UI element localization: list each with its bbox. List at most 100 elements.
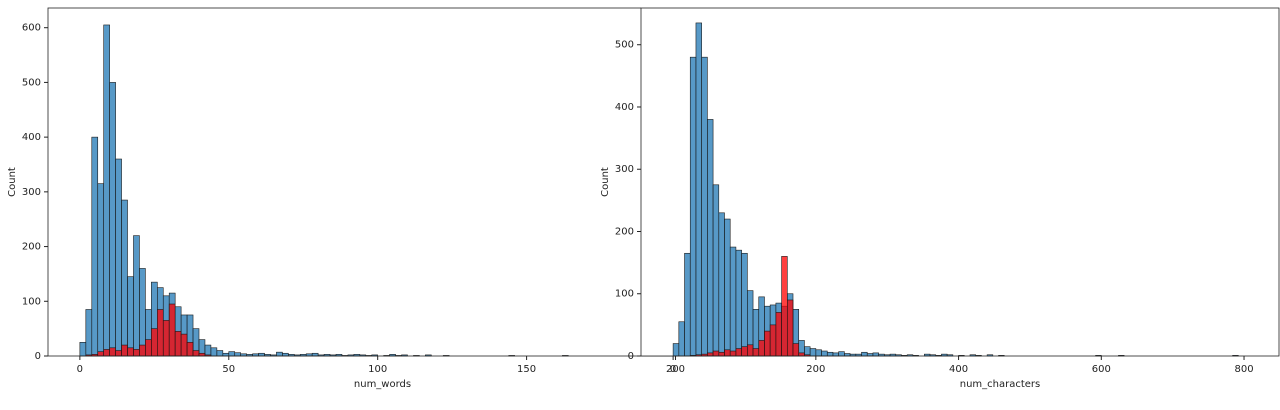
bar xyxy=(97,183,104,357)
y-tick-label: 200 xyxy=(615,226,634,237)
bar xyxy=(115,350,122,357)
bar xyxy=(162,320,170,357)
bar xyxy=(139,268,146,357)
bar xyxy=(747,344,754,357)
bar xyxy=(192,350,200,357)
bar xyxy=(741,252,748,357)
bar xyxy=(701,56,708,357)
bar xyxy=(228,351,236,357)
bar xyxy=(121,199,128,357)
bar xyxy=(91,136,99,357)
bar xyxy=(786,299,794,357)
x-tick-label: 0 xyxy=(77,364,83,375)
bar xyxy=(724,349,731,357)
bar xyxy=(741,346,748,357)
bar xyxy=(210,347,218,357)
bar xyxy=(821,350,828,357)
bar xyxy=(832,352,839,357)
bar xyxy=(872,352,879,357)
bar xyxy=(695,22,702,357)
bar xyxy=(815,349,822,357)
bar xyxy=(109,82,116,357)
right-chart xyxy=(637,0,1280,360)
bar xyxy=(174,331,182,357)
x-tick-label: 400 xyxy=(949,364,968,375)
y-tick-label: 600 xyxy=(22,23,41,34)
bar xyxy=(145,339,152,357)
bar xyxy=(735,348,742,357)
y-tick-label: 100 xyxy=(615,289,634,300)
bar xyxy=(133,235,140,357)
y-tick-label: 400 xyxy=(615,102,634,113)
x-tick-label: 600 xyxy=(1092,364,1111,375)
bar xyxy=(729,246,737,357)
bar xyxy=(79,342,87,357)
bar xyxy=(735,249,742,357)
y-axis-label: Count xyxy=(7,167,18,197)
bar xyxy=(729,350,737,357)
x-tick-label: 200 xyxy=(666,364,685,375)
y-tick-label: 100 xyxy=(22,296,41,307)
y-tick-label: 0 xyxy=(628,351,634,362)
bar xyxy=(234,352,241,357)
y-tick-label: 400 xyxy=(22,132,41,143)
bar xyxy=(684,252,691,357)
bar xyxy=(186,342,194,357)
y-tick-label: 500 xyxy=(615,40,634,51)
bar xyxy=(198,352,206,357)
x-tick-label: 800 xyxy=(1234,364,1253,375)
bar xyxy=(707,352,714,357)
x-axis-label: num_words xyxy=(354,379,411,390)
y-tick-label: 200 xyxy=(22,242,41,253)
bar xyxy=(678,321,685,357)
bar xyxy=(109,347,116,357)
bar xyxy=(127,347,134,357)
bar xyxy=(151,328,158,357)
y-tick-label: 300 xyxy=(22,187,41,198)
bar xyxy=(707,119,714,357)
bar xyxy=(222,352,230,357)
bar xyxy=(258,352,265,357)
axes-frame xyxy=(640,7,1280,357)
bar xyxy=(121,344,128,357)
bar xyxy=(216,350,224,357)
bar xyxy=(712,350,720,357)
x-tick-label: 50 xyxy=(222,364,235,375)
bar xyxy=(764,330,771,357)
bar xyxy=(204,344,212,357)
bar xyxy=(139,344,146,357)
labels: 0 100 200 300 400 500 600 0 50 100 150 200 num_words… xyxy=(7,23,1254,390)
bar xyxy=(133,349,140,357)
bar xyxy=(311,352,319,357)
bar xyxy=(85,309,93,357)
y-axis-label: Count xyxy=(600,167,611,197)
x-tick-label: 200 xyxy=(806,364,825,375)
bar xyxy=(276,351,283,357)
y-tick-label: 0 xyxy=(35,351,41,362)
bar xyxy=(838,351,845,357)
bar xyxy=(809,348,817,357)
y-tick-label: 300 xyxy=(615,164,634,175)
bar xyxy=(792,343,800,357)
bar xyxy=(781,256,788,357)
bar xyxy=(103,349,110,357)
bar xyxy=(689,56,697,357)
bar xyxy=(127,276,134,357)
bar xyxy=(103,24,110,357)
x-tick-label: 150 xyxy=(517,364,536,375)
bar xyxy=(115,158,122,357)
bar xyxy=(672,343,680,357)
bar xyxy=(168,303,176,357)
x-axis-label: num_characters xyxy=(960,379,1041,390)
bar xyxy=(282,352,289,357)
bar xyxy=(769,324,777,357)
bar xyxy=(798,352,805,357)
bar xyxy=(861,351,868,357)
bar xyxy=(718,351,725,357)
bar xyxy=(724,218,731,357)
bar xyxy=(712,184,720,357)
bar xyxy=(180,333,188,357)
x-tick-label: 0 xyxy=(670,364,676,375)
y-tick-label: 500 xyxy=(22,77,41,88)
